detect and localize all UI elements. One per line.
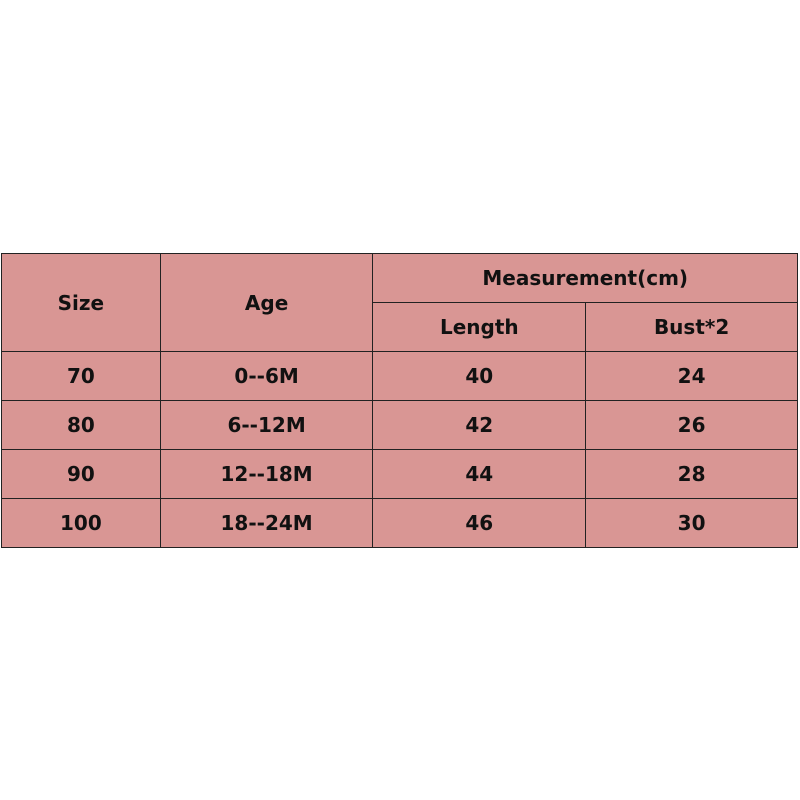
cell-length: 42 <box>372 400 587 450</box>
cell-bust: 26 <box>585 400 798 450</box>
table-row: 100 18--24M 46 30 <box>1 498 798 548</box>
cell-size: 80 <box>1 400 161 450</box>
cell-bust: 28 <box>585 449 798 499</box>
header-row: Size Age Measurement(cm) <box>1 253 798 352</box>
cell-length: 46 <box>372 498 587 548</box>
cell-size: 90 <box>1 449 161 499</box>
header-bust: Bust*2 <box>585 302 798 352</box>
cell-size: 100 <box>1 498 161 548</box>
table-row: 80 6--12M 42 26 <box>1 400 798 450</box>
header-measurement: Measurement(cm) <box>372 253 798 303</box>
cell-age: 18--24M <box>159 498 374 548</box>
table-row: 90 12--18M 44 28 <box>1 449 798 499</box>
subheader-row: Length Bust*2 <box>2 302 798 352</box>
table-row: 70 0--6M 40 24 <box>1 351 798 401</box>
cell-size: 70 <box>1 351 161 401</box>
cell-length: 44 <box>372 449 587 499</box>
cell-age: 6--12M <box>159 400 374 450</box>
header-size: Size <box>1 253 161 352</box>
cell-bust: 30 <box>585 498 798 548</box>
size-chart-table: Size Age Measurement(cm) Length Bust*2 7… <box>1 253 798 548</box>
cell-age: 0--6M <box>159 351 374 401</box>
header-age: Age <box>159 253 374 352</box>
cell-age: 12--18M <box>159 449 374 499</box>
cell-bust: 24 <box>585 351 798 401</box>
header-length: Length <box>372 302 587 352</box>
cell-length: 40 <box>372 351 587 401</box>
